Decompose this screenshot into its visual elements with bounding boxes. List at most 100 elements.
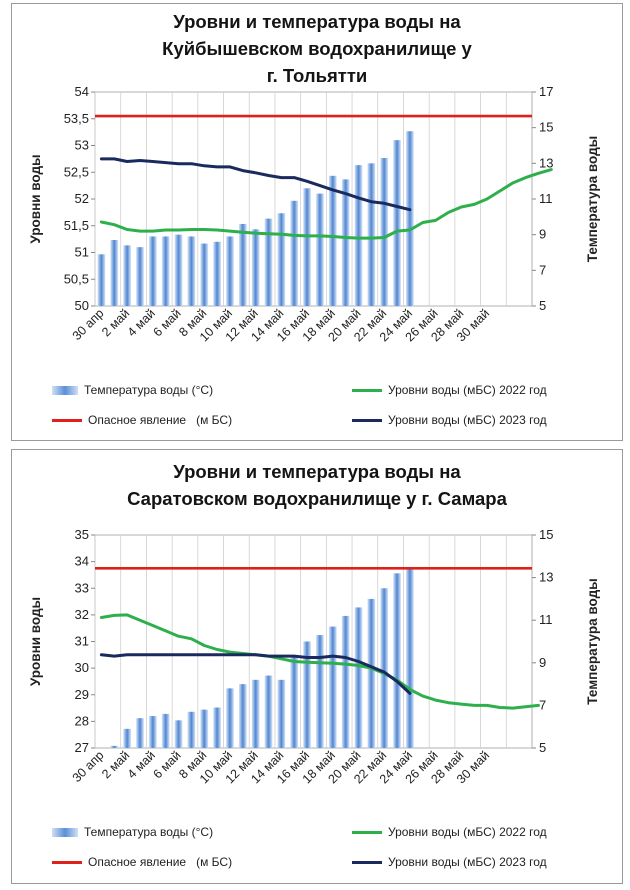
bar-temperature — [290, 200, 299, 306]
y-left-tick-label: 53 — [75, 138, 89, 153]
y-left-tick-label: 50,5 — [64, 271, 89, 286]
y-left-tick-label: 52 — [75, 191, 89, 206]
bar-temperature — [251, 679, 260, 748]
legend-swatch — [352, 418, 382, 422]
bar-temperature — [380, 588, 389, 748]
legend-item-level-2022: Уровни воды (мБС) 2022 год — [352, 383, 547, 397]
bar-temperature — [213, 707, 221, 748]
y-right-axis-title: Температура воды — [585, 578, 600, 704]
chart-title: Уровни и температура воды на Саратовском… — [12, 458, 622, 512]
y-left-tick-label: 53,5 — [64, 111, 89, 126]
y-left-tick-label: 28 — [75, 713, 89, 728]
bar-temperature — [187, 711, 196, 748]
y-left-tick-label: 50 — [75, 298, 89, 313]
x-tick-label: 6 май — [150, 748, 183, 781]
bar-temperature — [123, 728, 131, 748]
x-tick-label: 4 май — [125, 306, 158, 339]
y-left-tick-label: 33 — [75, 580, 89, 595]
bar-temperature — [316, 193, 324, 306]
legend-item-danger-level: Опасное явление (м БС) — [52, 413, 232, 427]
legend-swatch — [352, 860, 382, 864]
legend-item-danger-level: Опасное явление (м БС) — [52, 855, 232, 869]
plot-area — [94, 91, 533, 307]
chart-title-line: Саратовском водохранилище у г. Самара — [127, 488, 507, 509]
line-level-2023 — [99, 653, 412, 695]
bar-temperature — [393, 140, 401, 306]
y-left-tick-label: 34 — [75, 554, 89, 569]
bar-temperature — [290, 656, 299, 748]
bar-temperature — [161, 713, 170, 748]
bar-temperature — [277, 679, 286, 748]
y-left-tick-label: 35 — [75, 527, 89, 542]
legend-label: Уровни воды (мБС) 2022 год — [388, 825, 547, 839]
bar-temperature — [187, 236, 196, 306]
legend-item-level-2023: Уровни воды (мБС) 2023 год — [352, 413, 547, 427]
x-tick-label: 4 май — [125, 748, 158, 781]
bar-temperature — [174, 720, 183, 748]
legend-swatch — [52, 827, 78, 837]
y-left-axis-title: Уровни воды — [28, 154, 43, 243]
bar-temperature — [110, 745, 119, 748]
legend-label: Уровни воды (мБС) 2023 год — [388, 413, 547, 427]
y-left-tick-label: 52,5 — [64, 164, 89, 179]
bar-temperature — [226, 688, 234, 748]
legend-item-level-2023: Уровни воды (мБС) 2023 год — [352, 855, 547, 869]
bar-temperature — [148, 716, 157, 748]
legend-item-level-2022: Уровни воды (мБС) 2022 год — [352, 825, 547, 839]
bar-temperature — [406, 566, 414, 748]
bar-temperature — [238, 684, 247, 748]
bar-temperature — [406, 131, 414, 306]
y-right-tick-label: 7 — [539, 262, 546, 277]
chart-title-line: г. Тольятти — [266, 65, 368, 86]
legend-label: Уровни воды (мБС) 2023 год — [388, 855, 547, 869]
y-left-tick-label: 32 — [75, 607, 89, 622]
x-tick-label: 2 май — [99, 748, 132, 781]
plot-area — [94, 534, 533, 749]
bar-temperature — [277, 213, 286, 306]
chart-plot-kuibyshev: 5453,55352,55251,55150,5501715131197530 … — [28, 84, 600, 344]
y-right-tick-label: 15 — [539, 527, 553, 542]
y-left-tick-label: 27 — [75, 740, 89, 755]
legend-swatch — [352, 388, 382, 392]
y-right-tick-label: 9 — [539, 227, 546, 242]
chart-title: Уровни и температура воды на Куйбышевско… — [12, 8, 622, 89]
bar-temperature — [148, 236, 157, 306]
legend-label: Температура воды (°С) — [84, 383, 214, 397]
y-right-tick-label: 13 — [539, 155, 553, 170]
y-right-tick-label: 5 — [539, 298, 546, 313]
chart-title-line: Куйбышевском водохранилище у — [162, 38, 472, 59]
y-left-tick-label: 31 — [75, 634, 89, 649]
y-right-tick-label: 17 — [539, 84, 553, 99]
y-right-tick-label: 5 — [539, 740, 546, 755]
bar-temperature — [341, 179, 350, 306]
legend-item-temperature: Температура воды (°С) — [52, 825, 213, 839]
line-level-2022 — [99, 613, 540, 710]
y-right-tick-label: 7 — [539, 697, 546, 712]
bar-temperature — [110, 240, 119, 306]
y-left-tick-label: 29 — [75, 687, 89, 702]
legend-swatch — [52, 418, 82, 422]
y-right-tick-label: 11 — [539, 612, 553, 627]
bar-temperature — [367, 163, 376, 306]
y-left-tick-label: 30 — [75, 660, 89, 675]
bar-temperature — [316, 635, 324, 748]
bar-temperature — [380, 157, 389, 306]
legend-label: Уровни воды (мБС) 2022 год — [388, 383, 547, 397]
bar-temperature — [393, 573, 401, 748]
legend-item-temperature: Температура воды (°С) — [52, 383, 213, 397]
chart-title-line: Уровни и температура воды на — [173, 461, 461, 482]
chart-panel-saratov: Уровни и температура воды на Саратовском… — [11, 449, 623, 884]
bar-temperature — [354, 607, 363, 748]
bar-temperature — [264, 675, 273, 748]
legend-swatch — [52, 860, 82, 864]
bar-temperature — [303, 188, 311, 306]
y-right-tick-label: 13 — [539, 570, 553, 585]
x-tick-label: 2 май — [99, 306, 132, 339]
legend-label: Опасное явление (м БС) — [88, 413, 233, 427]
x-tick-label: 6 май — [150, 306, 183, 339]
y-right-tick-label: 11 — [539, 191, 553, 206]
bar-temperature — [303, 641, 311, 748]
bar-temperature — [136, 718, 144, 748]
bar-temperature — [200, 709, 209, 748]
